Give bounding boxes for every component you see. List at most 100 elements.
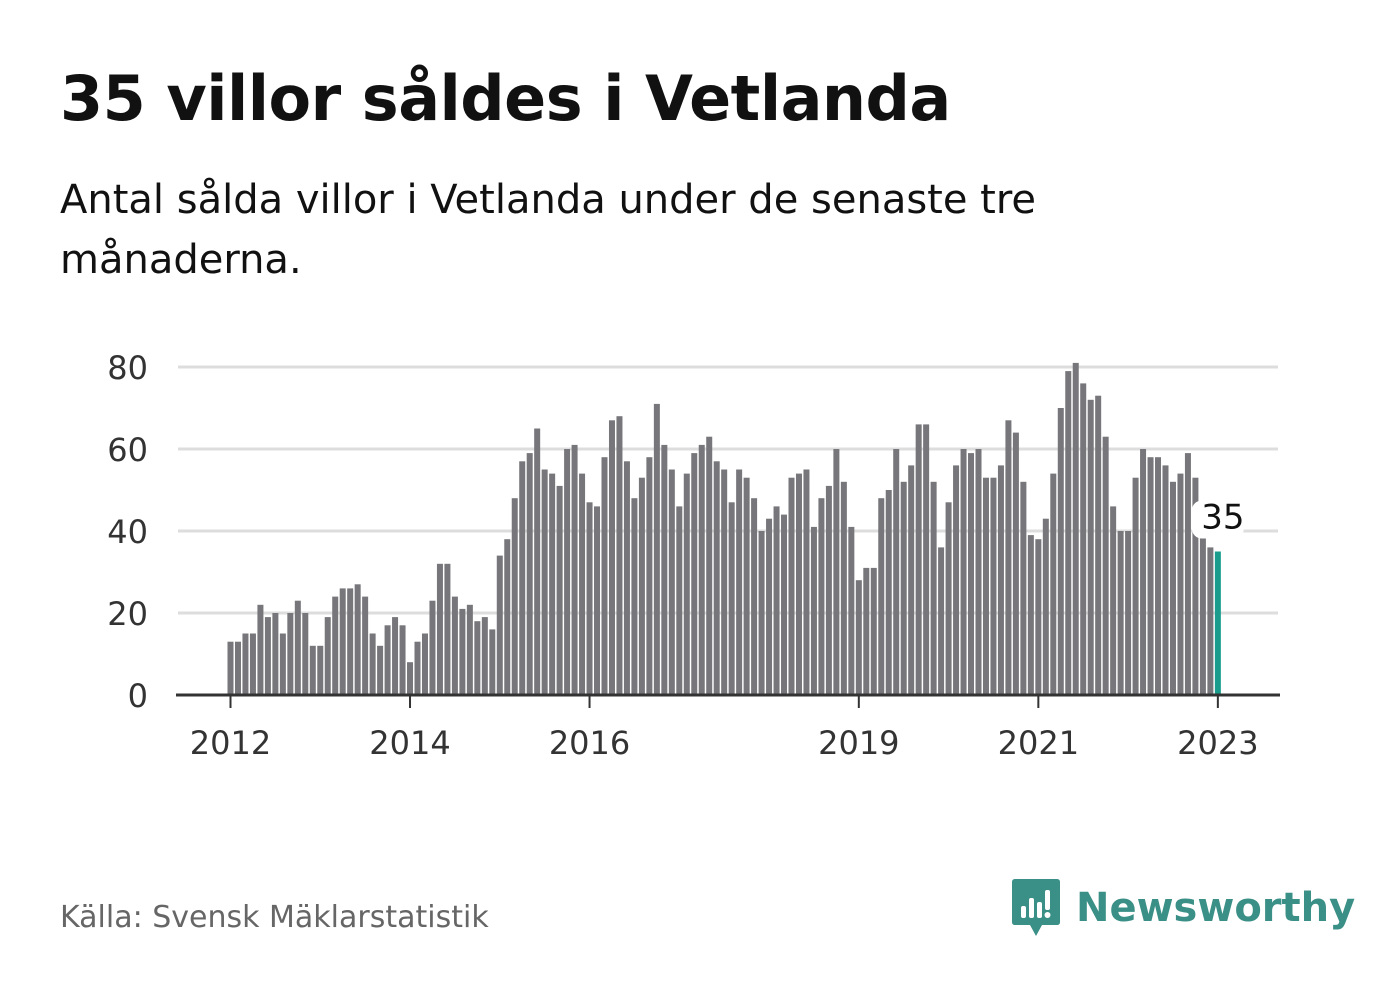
bar — [1087, 399, 1094, 695]
bar — [930, 481, 937, 695]
bar — [721, 469, 728, 695]
bar — [496, 555, 503, 695]
newsworthy-logo-text: Newsworthy — [1076, 885, 1356, 931]
x-tick-label: 2014 — [369, 724, 450, 762]
x-axis-labels: 2012 2014 2016 2019 2021 2023 — [190, 695, 1259, 762]
bar — [751, 498, 758, 695]
bar — [339, 588, 346, 695]
bar — [616, 416, 623, 695]
bar — [818, 498, 825, 695]
bar — [347, 588, 354, 695]
bar — [870, 567, 877, 695]
bar — [1042, 518, 1049, 695]
y-tick-label: 40 — [107, 513, 148, 551]
bar — [451, 596, 458, 695]
bar — [317, 645, 324, 695]
bar — [549, 473, 556, 695]
y-tick-label: 80 — [107, 349, 148, 387]
bar — [354, 584, 361, 695]
bar — [287, 613, 294, 695]
chart-title: 35 villor såldes i Vetlanda — [60, 62, 951, 135]
bar — [1005, 420, 1012, 695]
bar — [1080, 383, 1087, 695]
bar — [474, 621, 481, 695]
bars — [227, 362, 1221, 695]
bar — [1199, 535, 1206, 695]
bar — [1117, 531, 1124, 695]
bar — [436, 563, 443, 695]
bar — [855, 580, 862, 695]
bar — [1125, 531, 1132, 695]
annotation-label: 35 — [1201, 498, 1244, 538]
bar — [392, 617, 399, 695]
bar — [309, 645, 316, 695]
bar — [736, 469, 743, 695]
bar-latest — [1214, 551, 1221, 695]
bar — [302, 613, 309, 695]
bar — [646, 457, 653, 695]
bar — [1162, 465, 1169, 695]
bar — [968, 453, 975, 695]
y-tick-label: 60 — [107, 431, 148, 469]
bar — [264, 617, 271, 695]
bar — [766, 518, 773, 695]
bar — [294, 600, 301, 695]
bar — [878, 498, 885, 695]
bar — [1072, 362, 1079, 695]
bar — [444, 563, 451, 695]
bar — [257, 604, 264, 695]
bar — [249, 633, 256, 695]
bar — [242, 633, 249, 695]
bar — [1057, 408, 1064, 695]
bar — [504, 539, 511, 695]
bar — [840, 481, 847, 695]
bar — [1177, 473, 1184, 695]
bar — [848, 526, 855, 695]
bar — [1065, 371, 1072, 695]
bar — [481, 617, 488, 695]
bar-chart: 0 20 40 60 80 2012 2014 2016 2019 2021 2023 35 — [107, 349, 1280, 762]
bar — [1184, 453, 1191, 695]
newsworthy-logo[interactable]: Newsworthy — [1010, 878, 1355, 938]
bar — [466, 604, 473, 695]
bar — [990, 477, 997, 695]
source-note: Källa: Svensk Mäklarstatistik — [60, 900, 489, 935]
bar — [781, 514, 788, 695]
bar — [1102, 436, 1109, 695]
bar — [362, 596, 369, 695]
bar — [332, 596, 339, 695]
bar — [1169, 481, 1176, 695]
bar — [915, 424, 922, 695]
bar — [833, 449, 840, 695]
bar — [1012, 432, 1019, 695]
bar — [272, 613, 279, 695]
bar — [1140, 449, 1147, 695]
bar — [810, 526, 817, 695]
bar — [1147, 457, 1154, 695]
bar — [661, 444, 668, 695]
bar — [982, 477, 989, 695]
bar — [1192, 477, 1199, 695]
grid-lines — [178, 365, 1278, 615]
bar — [795, 473, 802, 695]
bar — [227, 641, 234, 695]
bar — [1095, 395, 1102, 695]
bar — [900, 481, 907, 695]
bar — [608, 420, 615, 695]
bar — [653, 403, 660, 695]
bar — [683, 473, 690, 695]
bar — [571, 444, 578, 695]
bar — [377, 645, 384, 695]
bar — [526, 453, 533, 695]
x-tick-label: 2019 — [818, 724, 899, 762]
bar — [728, 502, 735, 695]
bar — [594, 506, 601, 695]
bar — [953, 465, 960, 695]
bar — [564, 449, 571, 695]
x-tick-label: 2023 — [1177, 724, 1258, 762]
bar — [885, 490, 892, 695]
bar — [1155, 457, 1162, 695]
bar — [541, 469, 548, 695]
bar — [421, 633, 428, 695]
bar — [758, 531, 765, 695]
